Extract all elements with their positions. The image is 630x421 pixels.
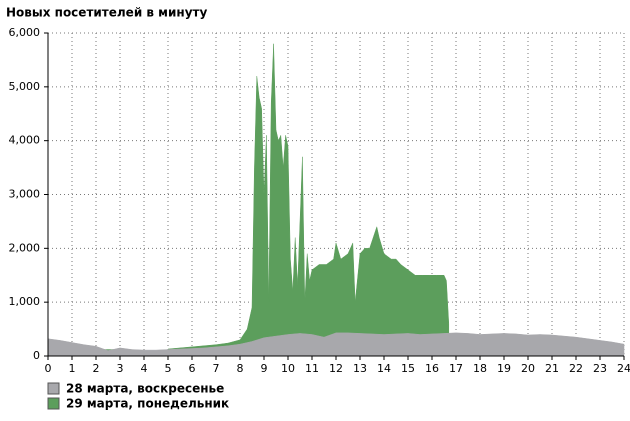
y-tick-label: 5,000 [9, 80, 41, 93]
chart-title: Новых посетителей в минуту [6, 6, 207, 20]
x-tick-label: 2 [93, 362, 100, 375]
y-tick-label: 1,000 [9, 295, 41, 308]
legend-swatch [47, 382, 60, 395]
x-tick-label: 4 [141, 362, 148, 375]
x-tick-label: 10 [281, 362, 295, 375]
x-tick-label: 11 [305, 362, 319, 375]
x-tick-label: 0 [45, 362, 52, 375]
x-tick-label: 7 [213, 362, 220, 375]
x-tick-label: 9 [261, 362, 268, 375]
x-tick-label: 17 [449, 362, 463, 375]
legend-swatch [47, 397, 60, 410]
x-tick-label: 18 [473, 362, 487, 375]
x-tick-label: 21 [545, 362, 559, 375]
x-tick-label: 22 [569, 362, 583, 375]
x-tick-label: 20 [521, 362, 535, 375]
legend-label: 28 марта, воскресенье [66, 382, 224, 396]
x-tick-label: 19 [497, 362, 511, 375]
x-tick-label: 3 [117, 362, 124, 375]
x-tick-label: 23 [593, 362, 607, 375]
y-tick-label: 6,000 [9, 26, 41, 39]
y-tick-label: 0 [33, 349, 40, 362]
x-tick-label: 1 [69, 362, 76, 375]
series-area [47, 332, 625, 357]
x-tick-label: 24 [617, 362, 630, 375]
legend-label: 29 марта, понедельник [66, 397, 229, 411]
y-tick-label: 3,000 [9, 188, 41, 201]
x-tick-label: 6 [189, 362, 196, 375]
x-tick-label: 13 [353, 362, 367, 375]
x-tick-label: 12 [329, 362, 343, 375]
x-tick-label: 15 [401, 362, 415, 375]
y-tick-label: 2,000 [9, 241, 41, 254]
x-tick-label: 14 [377, 362, 391, 375]
x-tick-label: 5 [165, 362, 172, 375]
y-tick-label: 4,000 [9, 134, 41, 147]
x-tick-label: 8 [237, 362, 244, 375]
series-area [95, 43, 450, 357]
x-tick-label: 16 [425, 362, 439, 375]
